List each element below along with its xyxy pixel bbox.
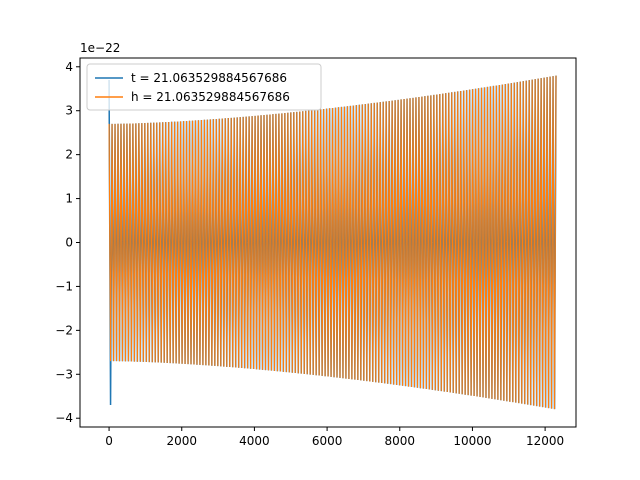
y-tick-label: 3 [65, 104, 73, 118]
legend-label: h = 21.063529884567686 [131, 90, 290, 104]
y-tick-label: 0 [65, 236, 73, 250]
y-tick-label: 4 [65, 60, 73, 74]
x-tick-label: 8000 [384, 434, 415, 448]
y-tick-label: −1 [55, 279, 73, 293]
x-tick-label: 0 [105, 434, 113, 448]
y-tick-label: −3 [55, 367, 73, 381]
y-axis-offset-label: 1e−22 [80, 41, 120, 55]
plot-area [108, 75, 557, 410]
y-tick-label: −2 [55, 323, 73, 337]
x-tick-label: 4000 [239, 434, 270, 448]
y-tick-label: 2 [65, 148, 73, 162]
legend-label: t = 21.063529884567686 [131, 71, 287, 85]
legend-box [86, 63, 322, 111]
series-line-h [108, 75, 557, 410]
legend: t = 21.063529884567686 h = 21.06352988456… [86, 63, 322, 111]
tick-marks: 0 2000 4000 6000 8000 10000 12000 −4 −3 −2 −1 0 1 2 3 4 [55, 60, 564, 448]
y-tick-label: 1 [65, 192, 73, 206]
x-tick-label: 12000 [526, 434, 564, 448]
y-tick-label: −4 [55, 411, 73, 425]
x-tick-label: 10000 [453, 434, 491, 448]
x-tick-label: 2000 [166, 434, 197, 448]
x-tick-label: 6000 [312, 434, 343, 448]
